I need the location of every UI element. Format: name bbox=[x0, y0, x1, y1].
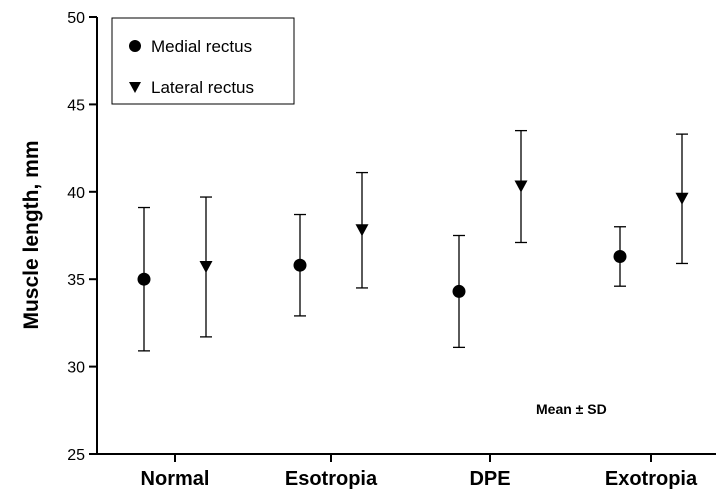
point-medial-rectus-dpe bbox=[452, 284, 466, 298]
y-axis-title: Muscle length, mm bbox=[20, 140, 43, 329]
x-tick-label-exotropia: Exotropia bbox=[605, 468, 698, 490]
point-lateral-rectus-normal bbox=[199, 260, 213, 273]
point-medial-rectus-esotropia bbox=[293, 258, 307, 272]
legend-marker-lateral-rectus bbox=[129, 82, 141, 93]
point-lateral-rectus-exotropia bbox=[675, 192, 689, 205]
annotation-mean-sd: Mean ± SD bbox=[536, 401, 607, 417]
legend-label-medial-rectus: Medial rectus bbox=[151, 37, 252, 56]
y-tick-label-35: 35 bbox=[67, 272, 85, 289]
x-tick-label-normal: Normal bbox=[141, 468, 210, 490]
y-tick-label-25: 25 bbox=[67, 447, 85, 464]
data-marks bbox=[137, 129, 689, 352]
x-tick-label-dpe: DPE bbox=[469, 468, 510, 490]
axes: 25 30 35 40 45 50 Normal Esotropia DPE Exotropia bbox=[67, 10, 716, 490]
legend: Medial rectus Lateral rectus bbox=[111, 17, 295, 105]
y-tick-label-45: 45 bbox=[67, 97, 85, 114]
y-tick-label-50: 50 bbox=[67, 10, 85, 27]
point-lateral-rectus-esotropia bbox=[355, 224, 369, 237]
legend-label-lateral-rectus: Lateral rectus bbox=[151, 78, 254, 97]
y-tick-label-40: 40 bbox=[67, 185, 85, 202]
point-medial-rectus-exotropia bbox=[613, 249, 627, 263]
point-medial-rectus-normal bbox=[137, 272, 151, 286]
legend-box bbox=[111, 17, 295, 105]
point-lateral-rectus-dpe bbox=[514, 180, 528, 193]
y-tick-label-30: 30 bbox=[67, 360, 85, 377]
x-tick-label-esotropia: Esotropia bbox=[285, 468, 378, 490]
legend-marker-medial-rectus bbox=[129, 40, 141, 52]
